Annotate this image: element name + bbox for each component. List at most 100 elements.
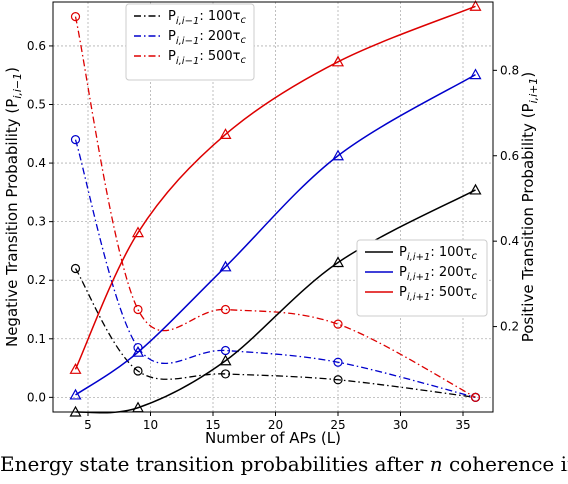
y-tick-label-right: 0.4 (500, 234, 519, 248)
positive-point (469, 0, 482, 11)
y-tick-label-left: 0.2 (27, 273, 46, 287)
legend-subscript: i,i+1 (407, 272, 430, 283)
legend-name: P (168, 29, 176, 44)
negative-point (333, 357, 343, 367)
data-markers (69, 0, 482, 417)
caption-text: Energy state transition probabilities af… (0, 452, 430, 476)
legend-box (356, 239, 488, 317)
figure-caption: Energy state transition probabilities af… (0, 448, 568, 484)
chart: 5 10 15 20 25 30 35 0.0 0.1 0.2 0.3 0.4 0.5 0.6 0.2 0.4… (3, 0, 540, 447)
y-tick-label-right: 0.2 (500, 320, 519, 334)
y-tick-label-left: 0.5 (27, 98, 46, 112)
axis-ticks: 5 10 15 20 25 30 35 0.0 0.1 0.2 0.3 0.4 0.5 0.6 0.2 0.4… (27, 39, 519, 432)
caption-text-end: coherence intervals. (448, 452, 568, 476)
positive-series-line (75, 73, 476, 396)
positive-point (469, 183, 482, 195)
negative-point (133, 304, 143, 315)
legend-subscript: i,i−1 (176, 36, 199, 47)
y-tick-label-left: 0.0 (27, 390, 46, 404)
y-tick-label-right: 0.8 (500, 63, 519, 77)
label-close: ) (519, 72, 537, 78)
negative-point (220, 345, 231, 356)
negative-series-lines (74, 16, 476, 399)
positive-series-line (74, 5, 476, 370)
legend-suffix: : 200τ (430, 265, 471, 280)
y-tick-label-left: 0.1 (27, 332, 46, 346)
positive-point (331, 149, 345, 161)
y-axis-label-right: Positive Transition Probability (Pi,i+1) (519, 72, 540, 343)
negative-point (470, 392, 481, 402)
positive-point (131, 226, 145, 238)
legend-name: P (168, 9, 176, 24)
y-tick-label-right: 0.6 (500, 149, 519, 163)
x-tick-label: 35 (455, 418, 470, 432)
legend-tau-subscript: c (471, 271, 477, 282)
y-tick-label-left: 0.3 (27, 215, 46, 229)
positive-point (331, 55, 345, 67)
legend-label: Pi,i−1: 500τc (168, 49, 246, 67)
negative-point (70, 135, 81, 145)
y-tick-label-left: 0.4 (27, 156, 46, 170)
legend-name: P (399, 245, 407, 260)
positive-series-lines (74, 5, 476, 414)
negative-point (220, 304, 231, 315)
legend-suffix: : 500τ (430, 285, 471, 300)
negative-point (133, 342, 143, 353)
x-tick-label: 20 (268, 418, 283, 432)
x-tick-label: 5 (84, 418, 92, 432)
caption-variable: n (429, 452, 443, 476)
legend-tau-subscript: c (240, 35, 246, 46)
label-subscript: i,i+1 (527, 78, 540, 104)
positive-point (469, 68, 482, 80)
negative-point (220, 369, 231, 379)
label-close: ) (3, 67, 21, 73)
legend-suffix: : 200τ (199, 29, 240, 44)
x-tick-label: 15 (205, 418, 220, 432)
positive-point (69, 388, 82, 400)
positive-point (69, 363, 82, 374)
legend-name: P (168, 49, 176, 64)
legend-label: Pi,i+1: 100τc (399, 245, 477, 263)
legend-box (125, 3, 255, 81)
legend-tau-subscript: c (240, 55, 246, 66)
y-tick-label-left: 0.6 (27, 39, 46, 53)
negative-point (70, 263, 81, 274)
negative-point (70, 12, 81, 22)
legend-name: P (399, 285, 407, 300)
positive-point (331, 256, 345, 268)
x-axis-label: Number of APs (L) (205, 429, 341, 447)
positive-point (131, 345, 145, 357)
legend-tau-subscript: c (471, 251, 477, 262)
legend-label: Pi,i+1: 500τc (399, 285, 477, 303)
x-tick-label: 10 (143, 418, 158, 432)
label-subscript: i,i−1 (11, 73, 24, 99)
legend-label: Pi,i+1: 200τc (399, 265, 477, 283)
legend-label: Pi,i−1: 100τc (168, 9, 246, 27)
caption-line-1: Energy state transition probabilities af… (0, 452, 568, 476)
plot-frame (52, 1, 494, 413)
negative-series-line (74, 268, 476, 399)
legend-subscript: i,i+1 (407, 252, 430, 263)
legend-label: Pi,i−1: 200τc (168, 29, 246, 47)
legend-suffix: : 500τ (199, 49, 240, 64)
y-axis-label-left: Negative Transition Probability (Pi,i−1) (3, 67, 24, 347)
legend-tau-subscript: c (471, 291, 477, 302)
legend-subscript: i,i−1 (176, 16, 199, 27)
positive-series-line (75, 189, 476, 414)
positive-point (219, 354, 232, 366)
positive-point (219, 260, 232, 272)
legend-tau-subscript: c (240, 15, 246, 26)
legend-subscript: i,i−1 (176, 56, 199, 67)
legend-name: P (399, 265, 407, 280)
negative-series-line (74, 16, 476, 398)
positive-point (219, 128, 232, 139)
legend-suffix: : 100τ (430, 245, 471, 260)
negative-series-line (74, 139, 476, 398)
legend-subscript: i,i+1 (407, 292, 430, 303)
x-tick-label: 30 (393, 418, 408, 432)
legend-suffix: : 100τ (199, 9, 240, 24)
negative-point (333, 319, 343, 329)
x-tick-label: 25 (330, 418, 345, 432)
